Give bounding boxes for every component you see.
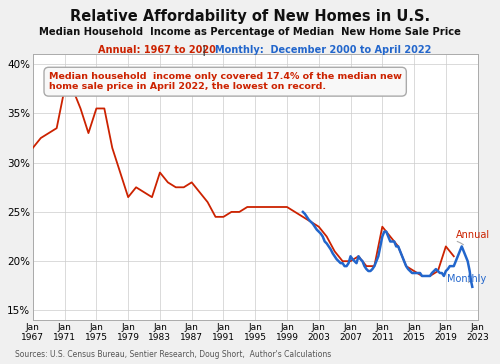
Text: Relative Affordability of New Homes in U.S.: Relative Affordability of New Homes in U… (70, 9, 430, 24)
Text: Median Household  Income as Percentage of Median  New Home Sale Price: Median Household Income as Percentage of… (39, 27, 461, 37)
Text: Monthly: Monthly (448, 274, 486, 284)
Text: Annual: Annual (456, 230, 490, 240)
Text: Median household  income only covered 17.4% of the median new
home sale price in: Median household income only covered 17.… (48, 72, 402, 91)
Text: Sources: U.S. Census Bureau, Sentier Research, Doug Short,  Author's Calculation: Sources: U.S. Census Bureau, Sentier Res… (15, 349, 331, 359)
Text: Annual: 1967 to 2020: Annual: 1967 to 2020 (98, 45, 216, 55)
Text: |: | (200, 45, 210, 56)
Text: Monthly:  December 2000 to April 2022: Monthly: December 2000 to April 2022 (214, 45, 431, 55)
